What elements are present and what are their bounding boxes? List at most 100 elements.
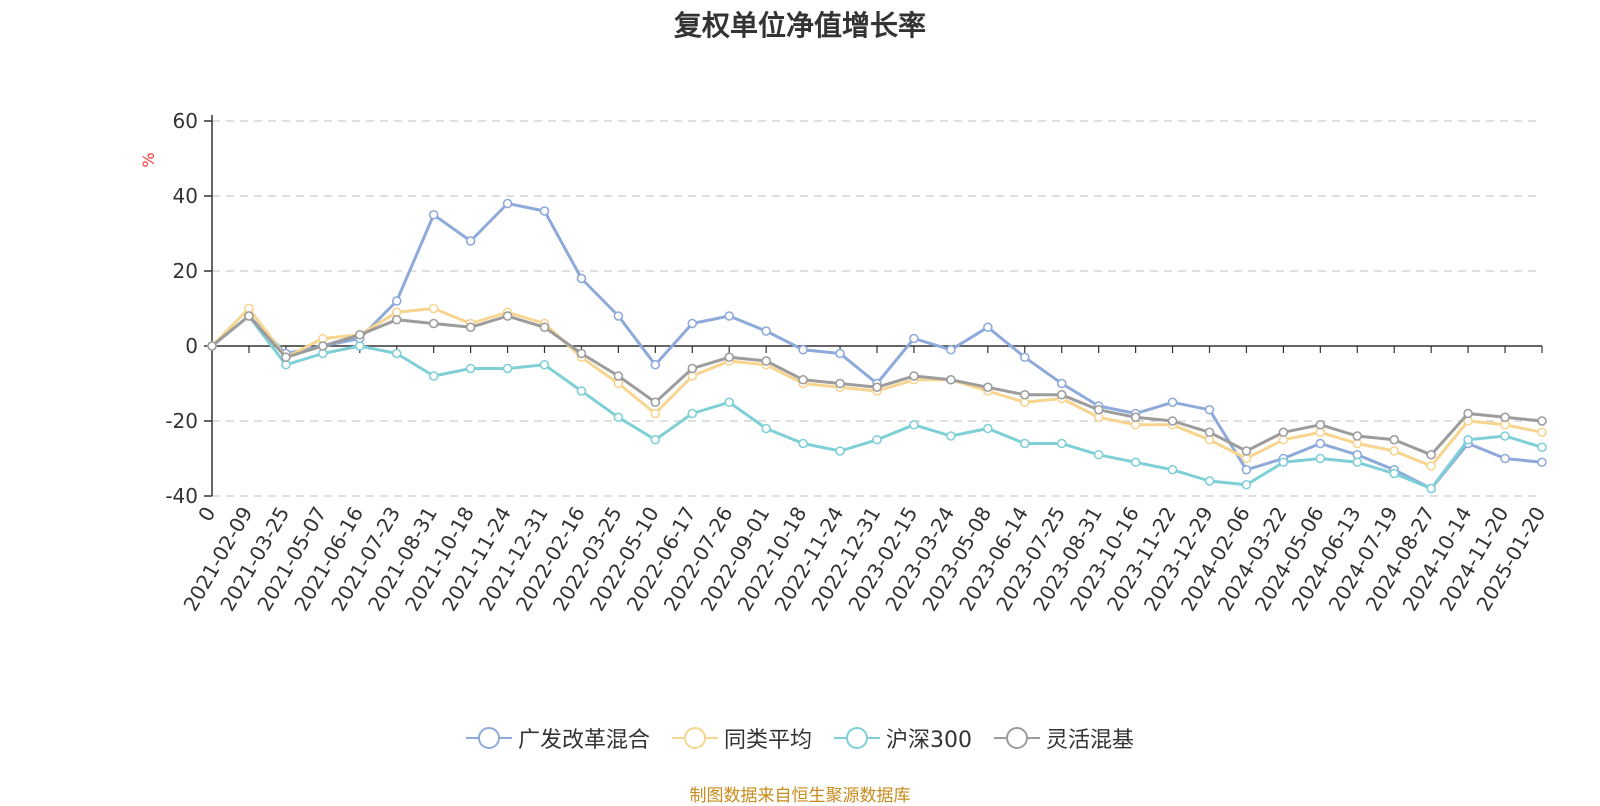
data-point: [1426, 449, 1436, 460]
data-point: [502, 363, 513, 374]
data-point: [946, 374, 956, 385]
data-point: [465, 363, 476, 374]
data-point: [687, 363, 698, 374]
data-point: [428, 209, 439, 220]
data-point: [391, 314, 402, 325]
y-tick-label: 40: [173, 184, 198, 208]
data-point: [391, 348, 402, 359]
data-point: [1352, 457, 1363, 468]
legend: 广发改革混合 同类平均 沪深300 灵活混基: [0, 722, 1600, 754]
data-point: [761, 356, 771, 366]
data-point: [687, 318, 698, 329]
data-point: [1167, 397, 1178, 408]
data-point: [428, 303, 439, 314]
y-tick-label: -20: [165, 409, 198, 433]
data-point: [539, 206, 550, 216]
data-point: [1241, 446, 1252, 456]
data-point: [1241, 479, 1252, 490]
series-line: [210, 314, 1544, 490]
data-point: [613, 412, 624, 423]
data-point: [1241, 464, 1252, 475]
data-point: [1463, 408, 1473, 419]
data-point: [1537, 442, 1547, 453]
data-point: [1315, 419, 1326, 430]
data-point: [576, 348, 587, 359]
data-point: [1056, 438, 1067, 449]
data-point: [1130, 412, 1141, 423]
data-point: [835, 348, 845, 359]
chart-title: 复权单位净值增长率: [673, 9, 926, 42]
data-point: [576, 386, 587, 396]
data-point: [613, 311, 624, 321]
y-tick-label: 20: [173, 259, 198, 283]
source-note: 制图数据来自恒生聚源数据库: [689, 786, 911, 806]
legend-item-2[interactable]: 沪深300: [834, 722, 972, 754]
data-point: [1463, 434, 1473, 445]
data-point: [650, 434, 661, 445]
data-point: [1056, 389, 1067, 400]
data-point: [798, 344, 808, 355]
legend-label: 沪深300: [886, 728, 972, 753]
series-lines: [207, 198, 1547, 494]
legend-item-0[interactable]: 广发改革混合: [465, 722, 650, 754]
data-point: [1019, 438, 1030, 449]
data-point: [650, 359, 661, 370]
data-point: [798, 374, 808, 385]
data-point: [1204, 404, 1215, 415]
data-point: [1056, 378, 1067, 389]
data-point: [650, 397, 661, 408]
data-point: [1167, 416, 1178, 426]
data-point: [244, 311, 254, 321]
data-point: [207, 341, 217, 351]
data-point: [539, 359, 550, 370]
legend-item-3[interactable]: 灵活混基: [994, 722, 1134, 754]
line-chart: -40-200204060%02021-02-092021-03-252021-…: [139, 109, 1550, 615]
data-point: [909, 371, 919, 381]
data-point: [1278, 427, 1289, 438]
data-point: [354, 329, 365, 340]
axes: [204, 115, 1543, 497]
data-point: [1389, 434, 1400, 445]
data-point: [872, 382, 882, 393]
data-point: [502, 311, 513, 321]
data-point: [1426, 483, 1436, 494]
data-point: [724, 311, 735, 321]
data-point: [502, 198, 513, 209]
data-point: [835, 446, 845, 456]
legend-marker-icon: [834, 727, 880, 749]
legend-marker-icon: [994, 727, 1040, 749]
data-point: [798, 438, 808, 449]
data-point: [1315, 453, 1326, 464]
data-point: [613, 371, 624, 381]
data-point: [1389, 468, 1400, 479]
data-point: [761, 423, 771, 434]
data-point: [1537, 416, 1547, 426]
data-point: [391, 296, 402, 306]
series-2: [207, 311, 1547, 494]
data-point: [872, 434, 882, 445]
data-point: [909, 333, 919, 344]
data-point: [576, 273, 587, 284]
data-point: [1315, 438, 1326, 449]
data-point: [1093, 449, 1104, 460]
data-point: [465, 322, 476, 333]
legend-marker-icon: [465, 727, 512, 749]
data-point: [1204, 476, 1215, 486]
data-point: [428, 371, 439, 381]
data-point: [835, 378, 845, 389]
axis-labels: -40-200204060%02021-02-092021-03-252021-…: [139, 109, 1550, 615]
data-point: [1019, 389, 1030, 400]
data-point: [1204, 427, 1215, 438]
series-3: [207, 311, 1547, 460]
data-point: [1019, 352, 1030, 363]
data-point: [281, 352, 291, 363]
legend-label: 同类平均: [723, 728, 812, 753]
data-point: [1426, 461, 1436, 471]
x-tick-label: 0: [193, 503, 220, 526]
data-point: [983, 423, 993, 434]
legend-item-1[interactable]: 同类平均: [671, 722, 812, 754]
data-point: [1278, 457, 1289, 468]
data-point: [428, 318, 439, 329]
legend-label: 广发改革混合: [517, 728, 650, 753]
data-point: [724, 352, 735, 363]
